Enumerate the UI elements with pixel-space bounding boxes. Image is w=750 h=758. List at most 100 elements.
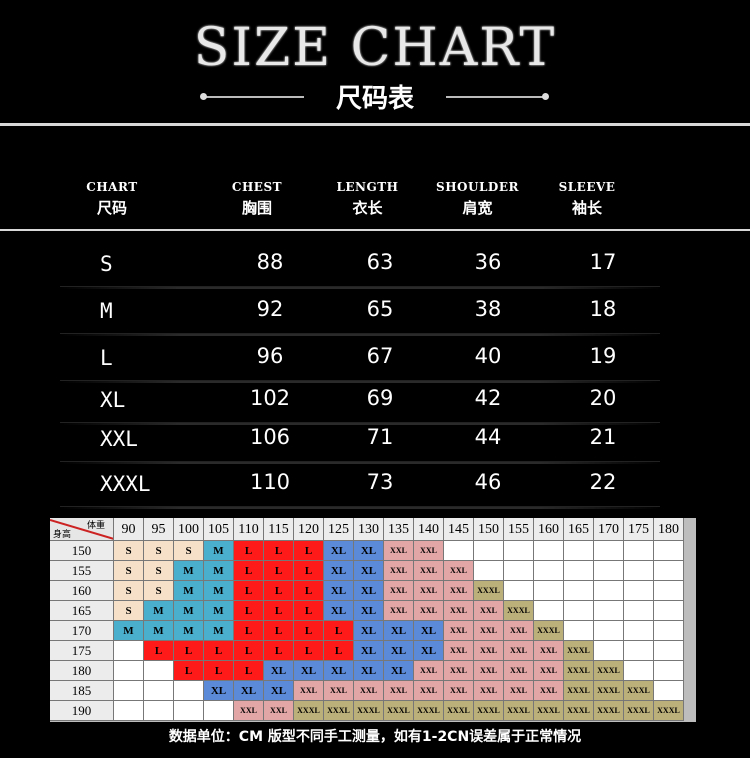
row-separator (60, 287, 660, 289)
grid-size-cell: L (264, 641, 294, 661)
grid-size-cell: XXL (324, 681, 354, 701)
size-row: M 92 65 38 18 (60, 295, 660, 336)
weight-header: 160 (534, 518, 564, 541)
grid-size-cell: XXL (384, 561, 414, 581)
measurement-value: 22 (589, 470, 617, 494)
grid-size-cell: XXL (414, 681, 444, 701)
measurement-value: 44 (474, 425, 502, 449)
weight-header: 90 (114, 518, 144, 541)
grid-size-cell: XXL (234, 701, 264, 721)
grid-size-cell: XXL (384, 581, 414, 601)
grid-size-cell: XXXL (624, 701, 654, 721)
measurement-value: 110 (249, 470, 291, 494)
grid-size-cell: XXL (444, 681, 474, 701)
grid-size-cell: XL (264, 681, 294, 701)
measurement-value: 42 (474, 386, 502, 410)
size-label: XXL (100, 427, 138, 451)
grid-size-cell: XXXL (474, 581, 504, 601)
grid-size-cell: XL (354, 601, 384, 621)
grid-size-cell: XL (354, 621, 384, 641)
grid-size-cell (114, 641, 144, 661)
grid-size-cell: L (234, 661, 264, 681)
decor-line-right (446, 96, 546, 98)
grid-size-cell: L (264, 601, 294, 621)
height-header: 165 (50, 601, 114, 621)
grid-size-cell (594, 581, 624, 601)
measurement-value: 46 (474, 470, 502, 494)
grid-size-cell (564, 581, 594, 601)
grid-size-cell: XXXL (294, 701, 324, 721)
decor-line-left (204, 96, 304, 98)
grid-size-cell (114, 661, 144, 681)
grid-size-cell: XXL (414, 601, 444, 621)
grid-size-cell: L (264, 581, 294, 601)
weight-header: 140 (414, 518, 444, 541)
measurement-value: 40 (474, 344, 502, 368)
grid-size-cell: XXXL (504, 601, 534, 621)
row-separator (60, 381, 660, 383)
grid-size-cell (624, 601, 654, 621)
height-header: 185 (50, 681, 114, 701)
weight-header: 170 (594, 518, 624, 541)
row-separator (60, 423, 660, 425)
grid-size-cell: XL (354, 661, 384, 681)
grid-size-cell: XL (324, 661, 354, 681)
grid-size-cell (594, 601, 624, 621)
header-zh: 胸围 (241, 199, 272, 217)
grid-size-cell: M (204, 541, 234, 561)
grid-size-cell (654, 641, 684, 661)
grid-size-cell: XXL (474, 661, 504, 681)
measurement-value: 38 (474, 297, 502, 321)
grid-size-cell: XXL (384, 601, 414, 621)
grid-size-cell: M (174, 601, 204, 621)
header-col-shoulder: SHOULDER 肩宽 (430, 180, 525, 218)
row-separator (60, 507, 660, 509)
grid-size-cell: L (324, 621, 354, 641)
grid-size-cell: XXXL (624, 681, 654, 701)
row-separator (60, 462, 660, 464)
grid-size-cell (114, 701, 144, 721)
grid-size-cell: L (294, 581, 324, 601)
grid-size-cell (624, 641, 654, 661)
grid-size-cell: XXL (294, 681, 324, 701)
page-subtitle: 尺码表 (335, 84, 414, 114)
grid-size-cell: XL (264, 661, 294, 681)
grid-size-cell (654, 561, 684, 581)
grid-size-cell: XL (294, 661, 324, 681)
grid-size-cell: L (174, 641, 204, 661)
measurement-value: 21 (589, 425, 617, 449)
grid-size-cell: XXL (444, 661, 474, 681)
grid-size-cell: XXL (504, 621, 534, 641)
grid-size-cell: XXXL (534, 621, 564, 641)
grid-size-cell: XXXL (564, 661, 594, 681)
weight-header: 100 (174, 518, 204, 541)
grid-size-cell (114, 681, 144, 701)
grid-size-cell: XL (384, 621, 414, 641)
size-row: XL 102 69 42 20 (60, 384, 660, 425)
grid-size-cell (144, 681, 174, 701)
height-weight-grid: 体重 身高 90 95 100 105 110 115 120 125 130 135 140 145 15… (50, 518, 696, 722)
grid-size-cell: S (144, 541, 174, 561)
header-en: SLEEVE (558, 180, 616, 194)
measurement-value: 36 (474, 250, 502, 274)
grid-size-cell: L (294, 641, 324, 661)
grid-size-cell: XXXL (384, 701, 414, 721)
size-row: XXL 106 71 44 21 (60, 423, 660, 464)
weight-header: 130 (354, 518, 384, 541)
grid-size-cell (624, 541, 654, 561)
weight-header: 135 (384, 518, 414, 541)
measurement-value: 65 (366, 297, 394, 321)
weight-header: 155 (504, 518, 534, 541)
measurement-value: 92 (256, 297, 284, 321)
grid-size-cell: XXL (444, 601, 474, 621)
grid-size-cell (564, 621, 594, 641)
measurement-value: 106 (249, 425, 291, 449)
measurement-value: 17 (589, 250, 617, 274)
grid-size-cell: XL (204, 681, 234, 701)
grid-size-cell (594, 561, 624, 581)
grid-size-cell: XXXL (594, 661, 624, 681)
grid-size-cell: M (144, 601, 174, 621)
grid-size-cell: S (144, 561, 174, 581)
grid-size-cell (474, 541, 504, 561)
grid-size-cell: M (174, 561, 204, 581)
